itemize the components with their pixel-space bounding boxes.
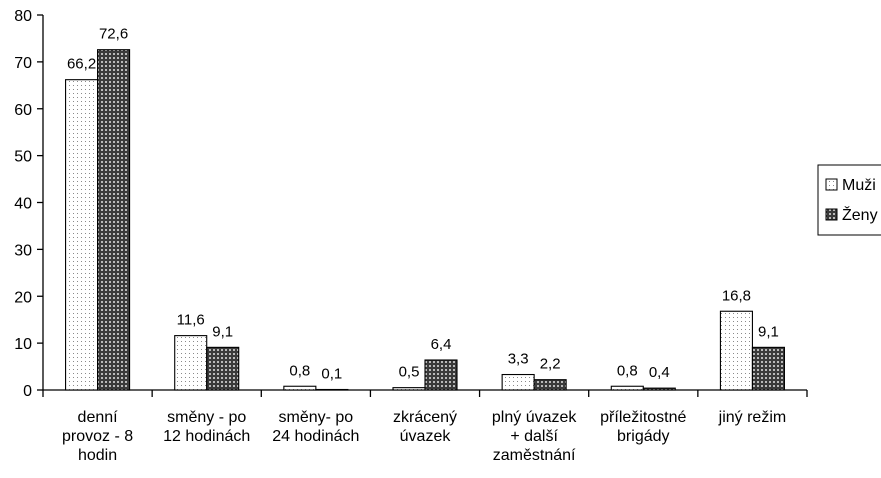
- bar-zeny: [642, 387, 676, 391]
- y-axis: 0 10 20 30 40 50 60 70 80: [14, 8, 44, 400]
- category-label: zkrácený úvazek: [393, 409, 457, 445]
- category-label-line: příležitostné: [600, 409, 686, 426]
- category-label-line: provoz - 8: [62, 428, 133, 445]
- bar-zeny: [751, 346, 785, 391]
- bar-muzi: [501, 373, 535, 391]
- legend-label: Ženy: [842, 205, 878, 224]
- data-label: 0,8: [289, 362, 310, 379]
- data-label: 72,6: [99, 26, 128, 43]
- legend: Muži Ženy: [817, 164, 881, 236]
- y-tick-label: 20: [14, 289, 32, 306]
- category-label-line: zkrácený: [393, 409, 457, 426]
- y-tick-label: 0: [23, 383, 32, 400]
- category-label-line: zaměstnání: [493, 447, 576, 464]
- data-label: 66,2: [67, 56, 96, 73]
- y-tick-label: 60: [14, 102, 32, 119]
- bar-muzi: [719, 310, 753, 391]
- bar-muzi: [174, 335, 208, 391]
- data-label: 2,2: [540, 356, 561, 373]
- legend-frame: [817, 164, 881, 236]
- data-label: 0,5: [399, 364, 420, 381]
- bar-muzi: [65, 79, 99, 391]
- legend-swatch: [825, 208, 838, 221]
- category-label-line: směny- po: [279, 409, 354, 426]
- y-tick-label: 40: [14, 196, 32, 213]
- category-label-line: 24 hodinách: [272, 428, 359, 445]
- category-label-line: brigády: [617, 428, 669, 445]
- category-label-line: úvazek: [400, 428, 452, 445]
- category-label-line: denní: [78, 409, 119, 426]
- bar-zeny: [533, 379, 567, 391]
- legend-swatch: [825, 178, 838, 191]
- category-label: směny - po 12 hodinách: [163, 409, 250, 445]
- data-label: 9,1: [758, 323, 779, 340]
- y-tick-label: 70: [14, 55, 32, 72]
- bar-muzi: [392, 387, 426, 391]
- bar-muzi: [610, 385, 644, 391]
- data-label: 9,1: [212, 323, 233, 340]
- category-label: plný úvazek + další zaměstnání: [492, 409, 577, 464]
- category-label-line: plný úvazek: [492, 409, 577, 426]
- category-label-line: směny - po: [167, 409, 246, 426]
- category-label: jiný režim: [718, 409, 787, 426]
- bar-muzi: [283, 385, 317, 391]
- legend-label: Muži: [842, 177, 876, 194]
- category-label-line: + další: [510, 428, 558, 445]
- data-label: 3,3: [508, 351, 529, 368]
- data-label: 11,6: [177, 312, 205, 329]
- category-label: denní provoz - 8 hodin: [62, 409, 133, 464]
- category-label-line: jiný režim: [718, 409, 787, 426]
- category-label-line: 12 hodinách: [163, 428, 250, 445]
- bar-zeny: [315, 388, 349, 391]
- bar-zeny: [424, 359, 458, 391]
- y-tick-label: 30: [14, 242, 32, 259]
- y-tick-label: 10: [14, 336, 32, 353]
- category-label: směny- po 24 hodinách: [272, 409, 359, 445]
- category-label: příležitostné brigády: [600, 409, 686, 445]
- data-label: 0,4: [649, 364, 670, 381]
- bars: 66,2 11,6 0,8 0,5 3,3 0,8 16,8 72,6 9,1 0,1 6,4 2,2…: [65, 26, 785, 391]
- data-label: 16,8: [722, 287, 751, 304]
- category-label-line: hodin: [78, 447, 117, 464]
- y-tick-label: 80: [14, 8, 32, 25]
- data-label: 0,8: [617, 362, 638, 379]
- y-tick-label: 50: [14, 149, 32, 166]
- x-axis: denní provoz - 8 hodin směny - po 12 hodinác…: [42, 389, 808, 464]
- data-label: 0,1: [321, 366, 342, 383]
- data-label: 6,4: [431, 336, 452, 353]
- bar-zeny: [206, 346, 240, 391]
- bar-zeny: [97, 49, 131, 391]
